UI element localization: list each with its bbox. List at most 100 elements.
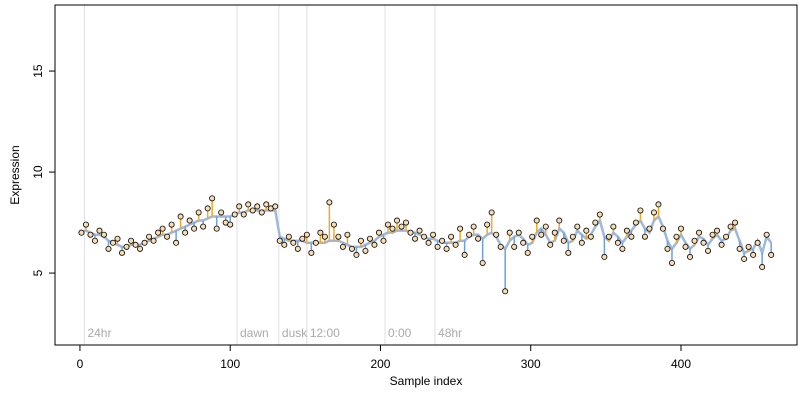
point <box>227 221 234 228</box>
point <box>443 245 450 252</box>
point <box>258 209 265 216</box>
y-tick-label: 15 <box>31 64 45 78</box>
point <box>596 211 603 218</box>
point <box>141 239 148 246</box>
annotation: dusk <box>282 326 308 340</box>
point <box>186 217 193 224</box>
point <box>339 243 346 250</box>
point <box>155 229 162 236</box>
point <box>96 227 103 234</box>
point <box>421 233 428 240</box>
point <box>303 231 310 238</box>
point <box>484 221 491 228</box>
point <box>551 229 558 236</box>
y-axis-title: Expression <box>8 145 22 204</box>
point <box>281 241 288 248</box>
point <box>330 221 337 228</box>
point <box>105 245 112 252</box>
point <box>682 243 689 250</box>
point <box>366 235 373 242</box>
point <box>696 229 703 236</box>
point <box>493 231 500 238</box>
point <box>668 259 675 266</box>
point <box>506 229 513 236</box>
point <box>195 209 202 216</box>
point <box>754 239 761 246</box>
point <box>146 233 153 240</box>
point <box>768 251 775 258</box>
point <box>218 209 225 216</box>
point <box>213 225 220 232</box>
point <box>353 251 360 258</box>
point <box>727 223 734 230</box>
point <box>430 231 437 238</box>
point <box>407 229 414 236</box>
annotation: 0:00 <box>388 326 412 340</box>
point <box>542 223 549 230</box>
point <box>569 233 576 240</box>
point <box>452 241 459 248</box>
point <box>466 231 473 238</box>
point <box>299 235 306 242</box>
point <box>515 229 522 236</box>
x-tick-label: 200 <box>370 357 390 371</box>
point <box>344 231 351 238</box>
point <box>132 241 139 248</box>
point <box>150 237 157 244</box>
point <box>592 219 599 226</box>
point <box>240 211 247 218</box>
point <box>362 247 369 254</box>
point <box>479 259 486 266</box>
point <box>191 225 198 232</box>
point <box>398 223 405 230</box>
point <box>457 225 464 232</box>
point <box>128 237 135 244</box>
point <box>556 217 563 224</box>
point <box>461 251 468 258</box>
point <box>587 233 594 240</box>
point <box>375 229 382 236</box>
point <box>736 245 743 252</box>
point <box>677 225 684 232</box>
point <box>78 229 85 236</box>
point <box>750 251 757 258</box>
point <box>82 221 89 228</box>
point <box>745 243 752 250</box>
point <box>511 243 518 250</box>
point <box>700 239 707 246</box>
x-tick-label: 300 <box>521 357 541 371</box>
point <box>732 219 739 226</box>
point <box>524 249 531 256</box>
annotation: dawn <box>240 326 269 340</box>
point <box>137 245 144 252</box>
point <box>718 241 725 248</box>
point <box>177 213 184 220</box>
point <box>416 227 423 234</box>
point <box>335 233 342 240</box>
point <box>168 221 175 228</box>
point <box>705 247 712 254</box>
point <box>245 201 252 208</box>
point <box>547 241 554 248</box>
point <box>475 235 482 242</box>
point <box>632 219 639 226</box>
point <box>533 217 540 224</box>
y-tick-label: 10 <box>31 165 45 179</box>
point <box>236 203 243 210</box>
point <box>520 239 527 246</box>
point <box>601 253 608 260</box>
point <box>254 203 261 210</box>
point <box>605 233 612 240</box>
point <box>200 223 207 230</box>
point <box>723 233 730 240</box>
point <box>110 239 117 246</box>
point <box>357 237 364 244</box>
point <box>488 209 495 216</box>
point <box>470 223 477 230</box>
x-axis-title: Sample index <box>390 374 463 388</box>
point <box>123 243 130 250</box>
point <box>538 231 545 238</box>
point <box>384 221 391 228</box>
point <box>614 239 621 246</box>
